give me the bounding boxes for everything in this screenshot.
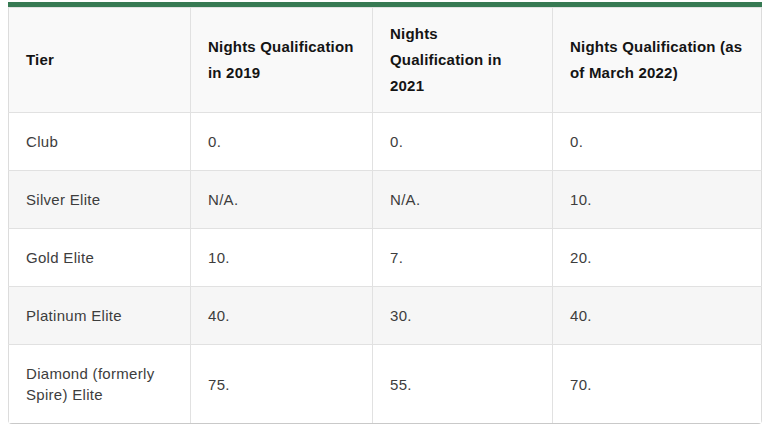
tier-cell: Club — [9, 113, 191, 171]
value-cell-2019: 75. — [191, 345, 373, 424]
table-header: Tier Nights Qualification in 2019 Nights… — [9, 8, 762, 113]
value-cell-2019: 0. — [191, 113, 373, 171]
value-cell-2022: 0. — [553, 113, 762, 171]
value-cell-2022: 40. — [553, 287, 762, 345]
value-cell-2019: 10. — [191, 229, 373, 287]
table-row-gold-elite: Gold Elite 10. 7. 20. — [9, 229, 762, 287]
tier-cell: Gold Elite — [9, 229, 191, 287]
value-cell-2019: N/A. — [191, 171, 373, 229]
table-row-platinum-elite: Platinum Elite 40. 30. 40. — [9, 287, 762, 345]
tier-cell: Platinum Elite — [9, 287, 191, 345]
column-header-nights-2019: Nights Qualification in 2019 — [191, 8, 373, 113]
value-cell-2021: N/A. — [373, 171, 553, 229]
table-body: Club 0. 0. 0. Silver Elite N/A. N/A. 10.… — [9, 113, 762, 424]
column-header-nights-2021: Nights Qualification in 2021 — [373, 8, 553, 113]
column-header-nights-march-2022: Nights Qualification (as of March 2022) — [553, 8, 762, 113]
column-header-tier: Tier — [9, 8, 191, 113]
page: Tier Nights Qualification in 2019 Nights… — [0, 0, 770, 425]
table-row-diamond-elite: Diamond (formerly Spire) Elite 75. 55. 7… — [9, 345, 762, 424]
tier-cell: Silver Elite — [9, 171, 191, 229]
header-row: Tier Nights Qualification in 2019 Nights… — [9, 8, 762, 113]
table-row-club: Club 0. 0. 0. — [9, 113, 762, 171]
value-cell-2019: 40. — [191, 287, 373, 345]
value-cell-2022: 70. — [553, 345, 762, 424]
value-cell-2021: 7. — [373, 229, 553, 287]
value-cell-2021: 0. — [373, 113, 553, 171]
value-cell-2022: 10. — [553, 171, 762, 229]
value-cell-2021: 55. — [373, 345, 553, 424]
value-cell-2022: 20. — [553, 229, 762, 287]
tier-qualification-table: Tier Nights Qualification in 2019 Nights… — [8, 7, 762, 424]
value-cell-2021: 30. — [373, 287, 553, 345]
table-row-silver-elite: Silver Elite N/A. N/A. 10. — [9, 171, 762, 229]
tier-cell: Diamond (formerly Spire) Elite — [9, 345, 191, 424]
tier-table-container: Tier Nights Qualification in 2019 Nights… — [8, 2, 762, 424]
